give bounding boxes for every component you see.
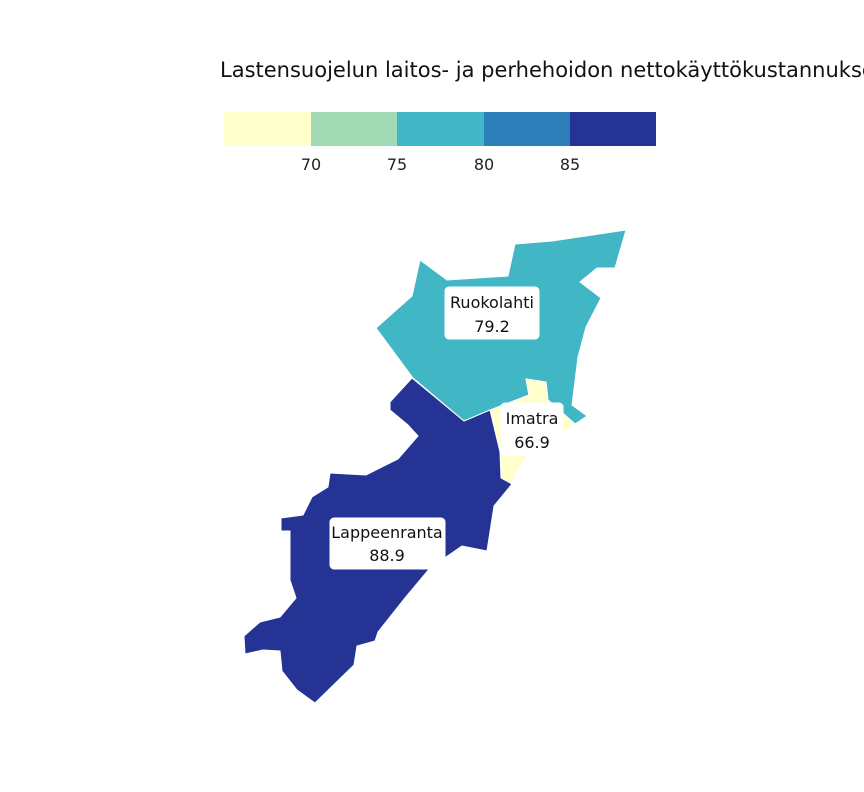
legend-bin-5 bbox=[570, 112, 656, 146]
label-box-lappeenranta bbox=[329, 517, 446, 570]
regions bbox=[243, 229, 627, 704]
region-labels: Ruokolahti 79.2 Imatra 66.9 Lappeenranta… bbox=[329, 286, 564, 570]
label-box-ruokolahti bbox=[444, 286, 540, 340]
label-name-lappeenranta: Lappeenranta bbox=[331, 523, 442, 542]
legend-tick-80: 80 bbox=[474, 155, 494, 174]
legend-tick-75: 75 bbox=[387, 155, 407, 174]
legend-tick-85: 85 bbox=[560, 155, 580, 174]
legend-tick-70: 70 bbox=[301, 155, 321, 174]
label-ruokolahti: Ruokolahti 79.2 bbox=[444, 286, 540, 340]
legend-bin-2 bbox=[311, 112, 397, 146]
label-box-imatra bbox=[500, 402, 564, 456]
label-value-lappeenranta: 88.9 bbox=[369, 546, 405, 565]
label-name-imatra: Imatra bbox=[506, 409, 559, 428]
legend-bin-4 bbox=[484, 112, 570, 146]
label-value-ruokolahti: 79.2 bbox=[474, 317, 510, 336]
label-imatra: Imatra 66.9 bbox=[500, 402, 564, 456]
legend-bin-1 bbox=[224, 112, 311, 146]
label-lappeenranta: Lappeenranta 88.9 bbox=[329, 517, 446, 570]
map-title: Lastensuojelun laitos- ja perhehoidon ne… bbox=[220, 58, 864, 82]
label-name-ruokolahti: Ruokolahti bbox=[450, 293, 534, 312]
label-value-imatra: 66.9 bbox=[514, 433, 550, 452]
legend: 70 75 80 85 bbox=[224, 112, 656, 174]
legend-bin-3 bbox=[397, 112, 484, 146]
